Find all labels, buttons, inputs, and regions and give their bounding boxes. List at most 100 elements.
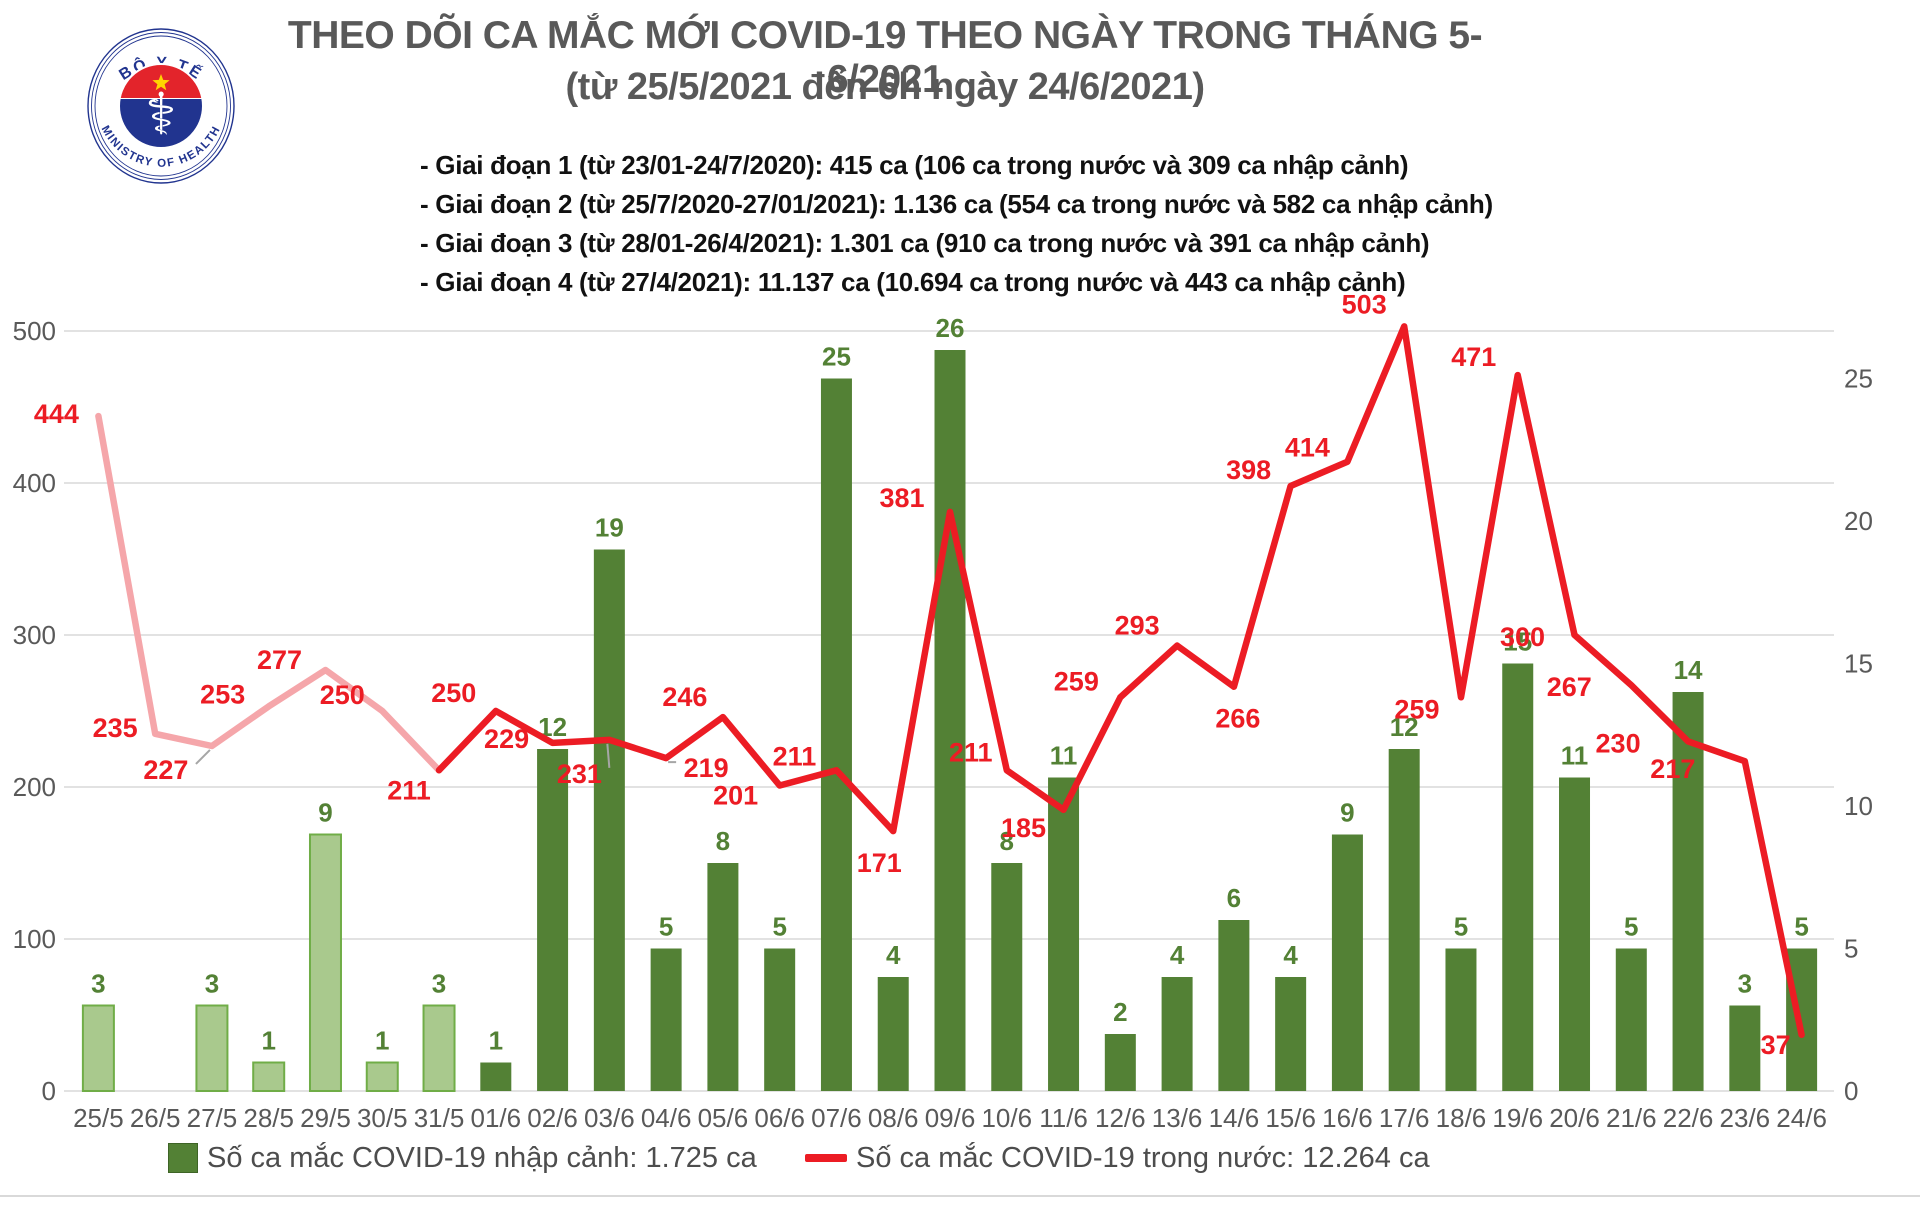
- bar-28/5[interactable]: [252, 1061, 286, 1092]
- y-axis-left-tick: 100: [13, 924, 56, 954]
- bar-label: 4: [1283, 940, 1298, 970]
- line-label: 277: [257, 645, 302, 675]
- label-leader-line: [195, 749, 211, 765]
- y-axis-left-tick: 0: [42, 1076, 56, 1106]
- domestic-cases-line[interactable]: [435, 323, 1805, 1039]
- bar-label: 15: [1503, 627, 1532, 657]
- line-label: 250: [431, 678, 476, 708]
- bar-label: 1: [261, 1026, 275, 1056]
- x-axis-tick: 27/5: [187, 1103, 238, 1133]
- line-label: 171: [857, 848, 902, 878]
- bar-20/6[interactable]: [1559, 777, 1591, 1092]
- line-label: 217: [1650, 754, 1695, 784]
- bar-label: 5: [659, 912, 673, 942]
- phase-line-3: - Giai đoạn 3 (từ 28/01-26/4/2021): 1.30…: [420, 228, 1430, 258]
- logo-star-icon: [152, 74, 170, 91]
- bar-08/6[interactable]: [877, 977, 909, 1091]
- bar-11/6[interactable]: [1048, 777, 1080, 1092]
- x-axis-tick: 06/6: [754, 1103, 805, 1133]
- bar-17/6[interactable]: [1388, 749, 1420, 1091]
- bar-31/5[interactable]: [422, 1004, 456, 1092]
- bar-label: 19: [595, 513, 624, 543]
- bar-25/5[interactable]: [81, 1004, 115, 1092]
- bar-02/6[interactable]: [537, 749, 569, 1091]
- bar-label: 3: [205, 969, 219, 999]
- bar-23/6[interactable]: [1729, 1005, 1761, 1092]
- x-axis-tick: 16/6: [1322, 1103, 1373, 1133]
- x-axis-tick: 01/6: [471, 1103, 522, 1133]
- line-label: 381: [879, 483, 924, 513]
- bar-09/6[interactable]: [934, 350, 966, 1091]
- x-axis-tick: 15/6: [1265, 1103, 1316, 1133]
- line-label: 235: [93, 713, 138, 743]
- y-axis-right-tick: 10: [1844, 791, 1873, 821]
- bar-06/6[interactable]: [764, 948, 796, 1092]
- bar-13/6[interactable]: [1161, 977, 1193, 1091]
- x-axis-tick: 21/6: [1606, 1103, 1657, 1133]
- bar-label: 25: [822, 342, 851, 372]
- label-leader-line: [606, 743, 611, 768]
- bar-21/6[interactable]: [1615, 948, 1647, 1092]
- legend-label-imported: Số ca mắc COVID-19 nhập cảnh: 1.725 ca: [207, 1141, 757, 1174]
- bottom-divider: [0, 1195, 1920, 1197]
- bar-label: 1: [489, 1026, 503, 1056]
- line-label: 227: [143, 755, 188, 785]
- bar-label: 26: [936, 313, 965, 343]
- line-label: 267: [1547, 672, 1592, 702]
- bar-27/5[interactable]: [195, 1004, 229, 1092]
- bar-18/6[interactable]: [1445, 948, 1477, 1092]
- x-axis-tick: 07/6: [811, 1103, 862, 1133]
- line-label: 293: [1115, 611, 1160, 641]
- line-label: 219: [684, 753, 729, 783]
- line-label: 414: [1285, 433, 1330, 463]
- legend-item-imported: Số ca mắc COVID-19 nhập cảnh: 1.725 ca: [168, 1136, 757, 1180]
- line-label: 259: [1394, 694, 1439, 724]
- x-axis-tick: 29/5: [300, 1103, 351, 1133]
- bar-16/6[interactable]: [1331, 834, 1363, 1092]
- bar-19/6[interactable]: [1502, 663, 1534, 1092]
- bar-12/6[interactable]: [1104, 1034, 1136, 1091]
- bar-label: 1: [375, 1026, 389, 1056]
- bar-01/6[interactable]: [480, 1062, 512, 1092]
- bar-03/6[interactable]: [593, 549, 625, 1092]
- x-axis-tick: 02/6: [527, 1103, 578, 1133]
- x-axis-tick: 31/5: [414, 1103, 465, 1133]
- bar-15/6[interactable]: [1275, 977, 1307, 1091]
- x-axis-tick: 09/6: [925, 1103, 976, 1133]
- bar-label: 11: [1561, 741, 1589, 771]
- x-axis-tick: 18/6: [1436, 1103, 1487, 1133]
- bar-30/5[interactable]: [365, 1061, 399, 1092]
- y-axis-left-tick: 500: [13, 316, 56, 346]
- bar-29/5[interactable]: [308, 833, 342, 1092]
- bar-label: 9: [318, 798, 332, 828]
- bar-label: 2: [1113, 997, 1127, 1027]
- logo-caduceus-icon: ⚕: [145, 80, 176, 148]
- x-axis-tick: 12/6: [1095, 1103, 1146, 1133]
- bar-10/6[interactable]: [991, 863, 1023, 1091]
- line-label: 211: [773, 741, 817, 771]
- domestic-cases-line-early[interactable]: [95, 412, 443, 774]
- imported-cases-swatch-icon: [168, 1143, 198, 1173]
- bar-label: 4: [886, 940, 901, 970]
- line-label: 230: [1596, 728, 1641, 758]
- bar-04/6[interactable]: [650, 948, 682, 1092]
- x-axis-tick: 13/6: [1152, 1103, 1203, 1133]
- x-axis-tick: 23/6: [1720, 1103, 1771, 1133]
- bar-label: 5: [1454, 912, 1468, 942]
- bar-14/6[interactable]: [1218, 920, 1250, 1091]
- phase-summary-list: - Giai đoạn 1 (từ 23/01-24/7/2020): 415 …: [420, 146, 1493, 302]
- x-axis-tick: 14/6: [1209, 1103, 1260, 1133]
- bar-label: 12: [1390, 712, 1419, 742]
- bar-label: 5: [1624, 912, 1638, 942]
- line-label: 211: [949, 737, 993, 767]
- bar-label: 8: [716, 826, 730, 856]
- bar-22/6[interactable]: [1672, 692, 1704, 1091]
- y-axis-right-tick: 15: [1844, 649, 1873, 679]
- bar-07/6[interactable]: [820, 378, 852, 1092]
- legend-item-domestic: Số ca mắc COVID-19 trong nước: 12.264 ca: [805, 1136, 1430, 1180]
- bar-05/6[interactable]: [707, 863, 739, 1091]
- line-label: 253: [200, 679, 245, 709]
- x-axis-tick: 04/6: [641, 1103, 692, 1133]
